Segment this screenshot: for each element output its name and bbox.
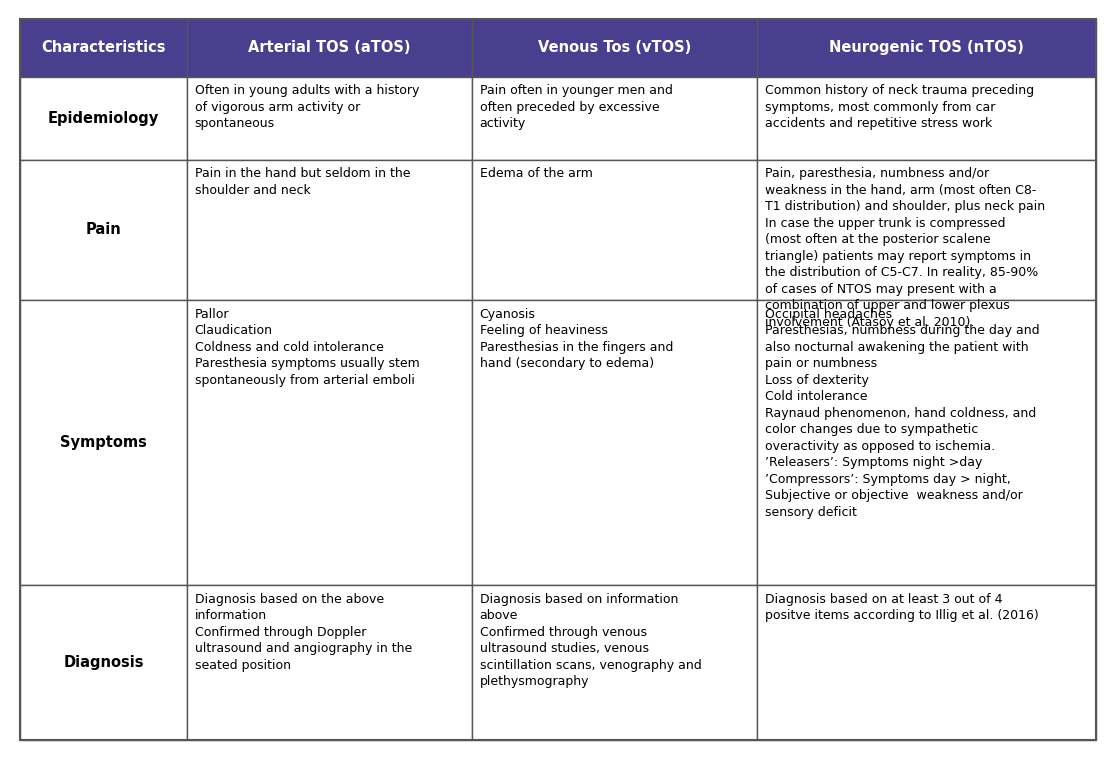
Text: Characteristics: Characteristics	[41, 40, 165, 55]
Bar	[20, 159, 186, 300]
Bar	[757, 300, 1096, 585]
Bar	[20, 77, 186, 159]
Bar	[472, 585, 757, 740]
Bar	[20, 19, 186, 77]
Bar	[472, 19, 757, 77]
Text: Epidemiology: Epidemiology	[48, 111, 160, 126]
Text: Diagnosis: Diagnosis	[64, 655, 144, 670]
Bar	[472, 159, 757, 300]
Text: Cyanosis
Feeling of heaviness
Paresthesias in the fingers and
hand (secondary to: Cyanosis Feeling of heaviness Paresthesi…	[480, 308, 673, 370]
Bar	[186, 300, 472, 585]
Text: Pain often in younger men and
often preceded by excessive
activity: Pain often in younger men and often prec…	[480, 84, 673, 131]
Text: Diagnosis based on information
above
Confirmed through venous
ultrasound studies: Diagnosis based on information above Con…	[480, 593, 702, 688]
Bar	[472, 77, 757, 159]
Bar	[472, 300, 757, 585]
Text: Often in young adults with a history
of vigorous arm activity or
spontaneous: Often in young adults with a history of …	[194, 84, 418, 131]
Text: Diagnosis based on at least 3 out of 4
positve items according to Illig et al. (: Diagnosis based on at least 3 out of 4 p…	[764, 593, 1039, 622]
Bar	[20, 585, 186, 740]
Bar	[757, 585, 1096, 740]
Text: Edema of the arm: Edema of the arm	[480, 167, 593, 180]
Text: Symptoms: Symptoms	[60, 435, 147, 450]
Bar	[186, 159, 472, 300]
Text: Diagnosis based on the above
information
Confirmed through Doppler
ultrasound an: Diagnosis based on the above information…	[194, 593, 412, 672]
Text: Arterial TOS (aTOS): Arterial TOS (aTOS)	[248, 40, 411, 55]
Text: Common history of neck trauma preceding
symptoms, most commonly from car
acciden: Common history of neck trauma preceding …	[764, 84, 1033, 131]
Bar	[757, 159, 1096, 300]
Text: Venous Tos (vTOS): Venous Tos (vTOS)	[538, 40, 691, 55]
Bar	[757, 19, 1096, 77]
Text: Pallor
Claudication
Coldness and cold intolerance
Paresthesia symptoms usually s: Pallor Claudication Coldness and cold in…	[194, 308, 420, 387]
Bar	[20, 300, 186, 585]
Text: Pain in the hand but seldom in the
shoulder and neck: Pain in the hand but seldom in the shoul…	[194, 167, 411, 197]
Text: Pain, paresthesia, numbness and/or
weakness in the hand, arm (most often C8-
T1 : Pain, paresthesia, numbness and/or weakn…	[764, 167, 1045, 329]
Text: Pain: Pain	[86, 222, 122, 238]
Bar	[186, 585, 472, 740]
Bar	[186, 19, 472, 77]
Bar	[186, 77, 472, 159]
Bar	[757, 77, 1096, 159]
Text: Neurogenic TOS (nTOS): Neurogenic TOS (nTOS)	[829, 40, 1023, 55]
Text: Occipital headaches
Paresthesias, numbness during the day and
also nocturnal awa: Occipital headaches Paresthesias, numbne…	[764, 308, 1039, 518]
